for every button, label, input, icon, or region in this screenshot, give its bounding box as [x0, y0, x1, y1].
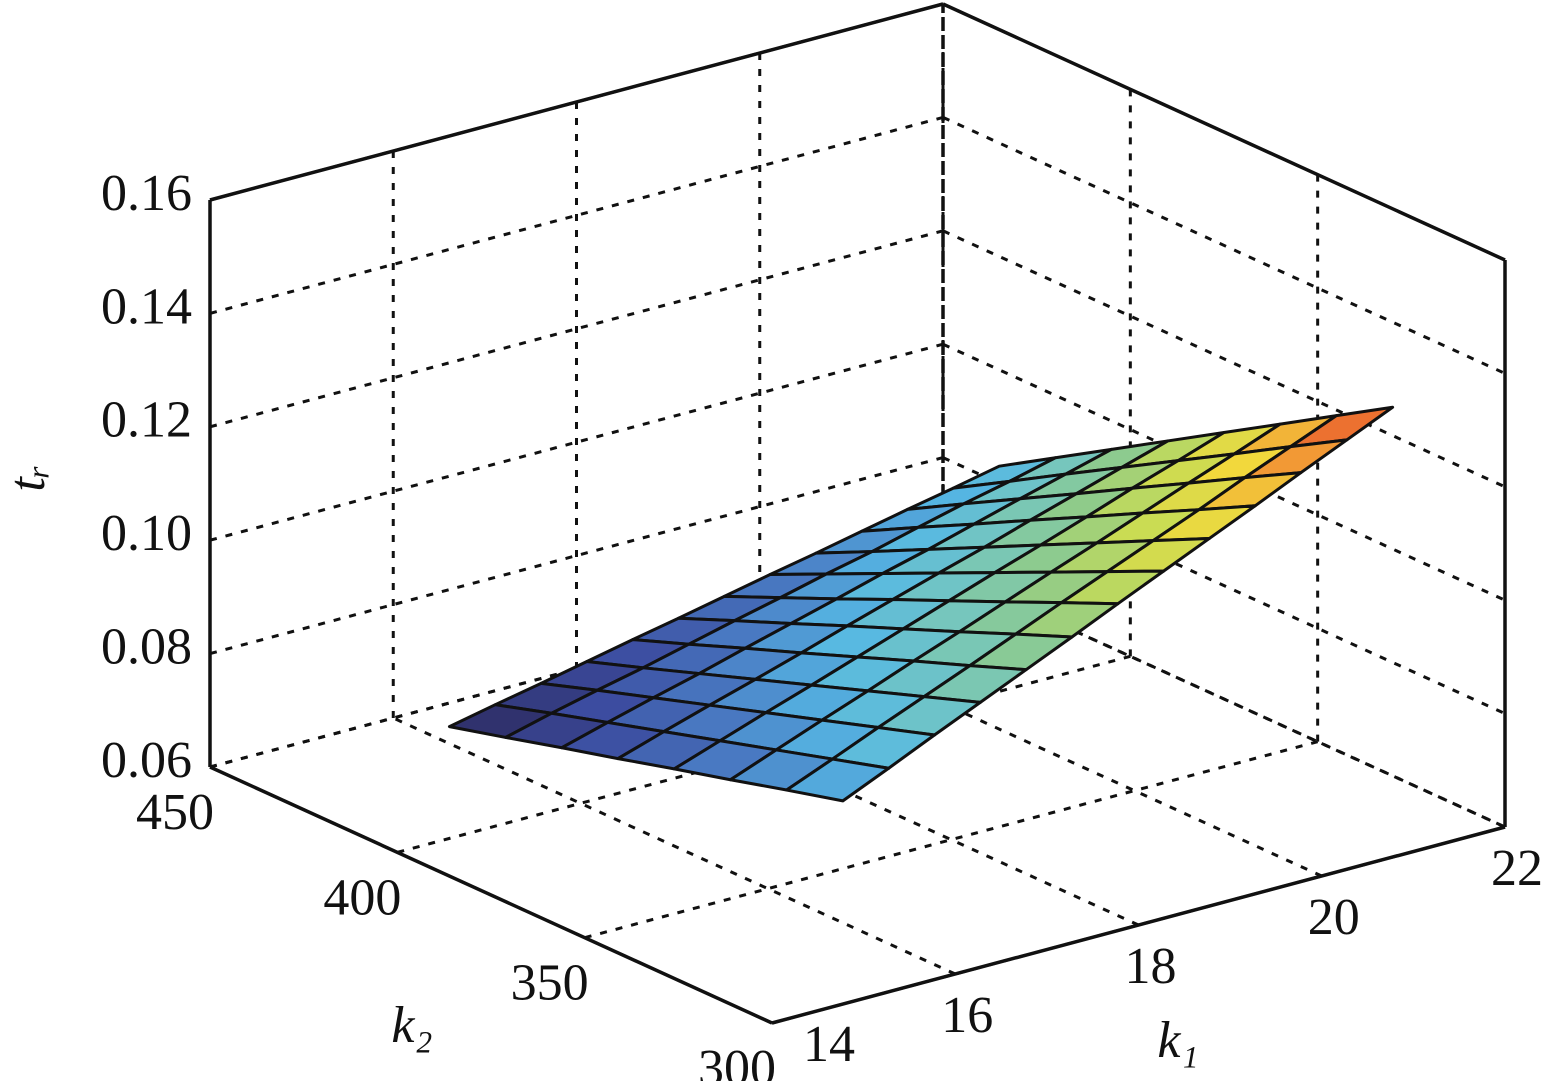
- z-tick-label: 0.10: [101, 505, 192, 562]
- x-tick-label: 20: [1308, 889, 1360, 946]
- axis-line: [771, 825, 1506, 1025]
- x-tick-label: 16: [941, 987, 993, 1044]
- x-axis-label: k₁: [1157, 1012, 1198, 1069]
- z-tick-label: 0.08: [101, 619, 192, 676]
- grid-line: [392, 716, 956, 976]
- z-tick-label: 0.14: [101, 278, 192, 335]
- axis-line: [209, 765, 773, 1025]
- y-axis-label: k₂: [391, 997, 432, 1054]
- x-tick-label: 22: [1491, 840, 1543, 897]
- z-tick-label: 0.12: [101, 392, 192, 449]
- axis-line: [209, 2, 944, 202]
- x-tick-label: 18: [1125, 938, 1177, 995]
- axis-line: [942, 2, 1506, 262]
- z-axis-label: tᵣ: [0, 464, 56, 491]
- z-tick-label: 0.16: [101, 165, 192, 222]
- grid-line: [942, 116, 1506, 375]
- y-tick-label: 350: [511, 955, 589, 1012]
- surface-face: [785, 757, 891, 803]
- y-tick-label: 450: [136, 784, 214, 841]
- y-tick-label: 400: [323, 869, 401, 926]
- y-tick-label: 300: [698, 1040, 776, 1081]
- x-tick-label: 14: [803, 1016, 855, 1073]
- grid-line: [942, 229, 1506, 489]
- z-tick-label: 0.06: [101, 732, 192, 789]
